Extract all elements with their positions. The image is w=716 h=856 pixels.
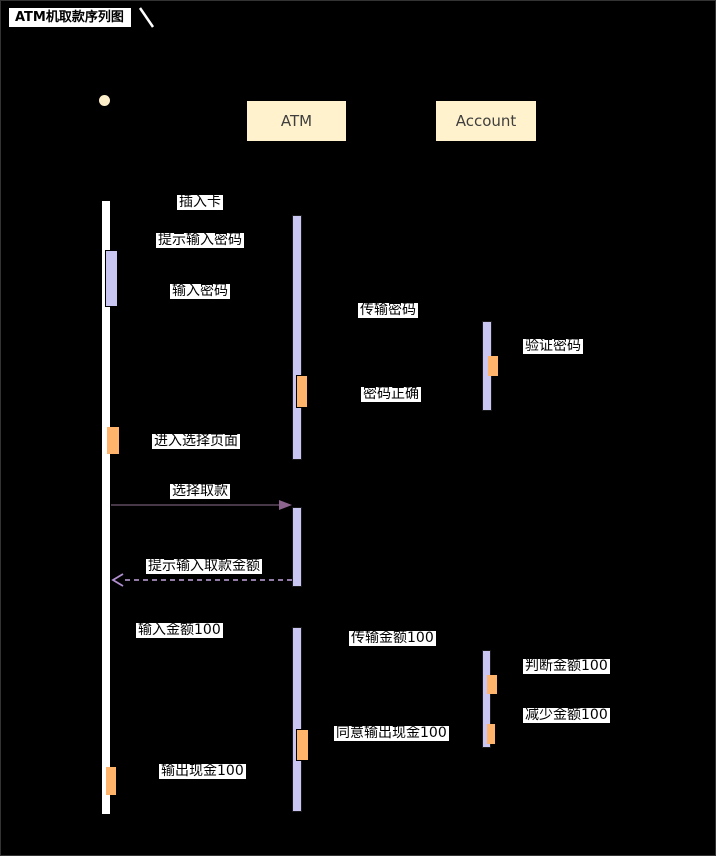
arrow-choose-withdrawal	[111, 500, 292, 510]
participant-atm: ATM	[247, 101, 346, 141]
message-password-correct: 密码正确	[361, 386, 421, 402]
message-output-cash-100: 输出现金100	[159, 763, 246, 779]
activation-atm-1	[292, 215, 302, 460]
activation-user-1	[105, 250, 118, 307]
nested-activation-account-1	[488, 356, 498, 376]
message-enter-amount-100: 输入金额100	[136, 622, 223, 638]
message-transmit-amount-100: 传输金额100	[349, 630, 436, 646]
message-insert-card: 插入卡	[177, 194, 223, 210]
nested-activation-account-3	[487, 724, 495, 744]
message-choose-withdrawal: 选择取款	[170, 483, 230, 499]
message-prompt-withdraw-amount: 提示输入取款金额	[146, 558, 262, 574]
message-prompt-password: 提示输入密码	[156, 232, 244, 248]
activation-atm-2	[292, 507, 302, 587]
nested-activation-atm-2	[296, 729, 309, 761]
participant-atm-label: ATM	[280, 112, 313, 130]
actor-head-icon	[99, 95, 110, 106]
activation-account-2	[482, 650, 491, 748]
message-reduce-amount-100: 减少金额100	[523, 707, 610, 723]
participant-account: Account	[436, 101, 536, 141]
activation-atm-3	[292, 627, 302, 812]
title-tag-slash	[138, 7, 155, 28]
diagram-title: ATM机取款序列图	[9, 8, 131, 27]
participant-account-label: Account	[455, 112, 517, 130]
arrow-prompt-withdrawal-amount	[111, 573, 292, 587]
message-enter-selection-page: 进入选择页面	[152, 433, 240, 449]
message-enter-password: 输入密码	[170, 283, 230, 299]
nested-activation-user-1	[107, 427, 119, 454]
actor-lifeline	[102, 201, 110, 814]
message-agree-output-cash-100: 同意输出现金100	[334, 725, 449, 741]
nested-activation-account-2	[487, 675, 497, 694]
nested-activation-user-2	[106, 767, 116, 795]
nested-activation-atm-1	[296, 375, 308, 408]
message-judge-amount-100: 判断金额100	[523, 658, 610, 674]
message-transmit-password: 传输密码	[358, 302, 418, 318]
message-verify-password: 验证密码	[523, 338, 583, 354]
